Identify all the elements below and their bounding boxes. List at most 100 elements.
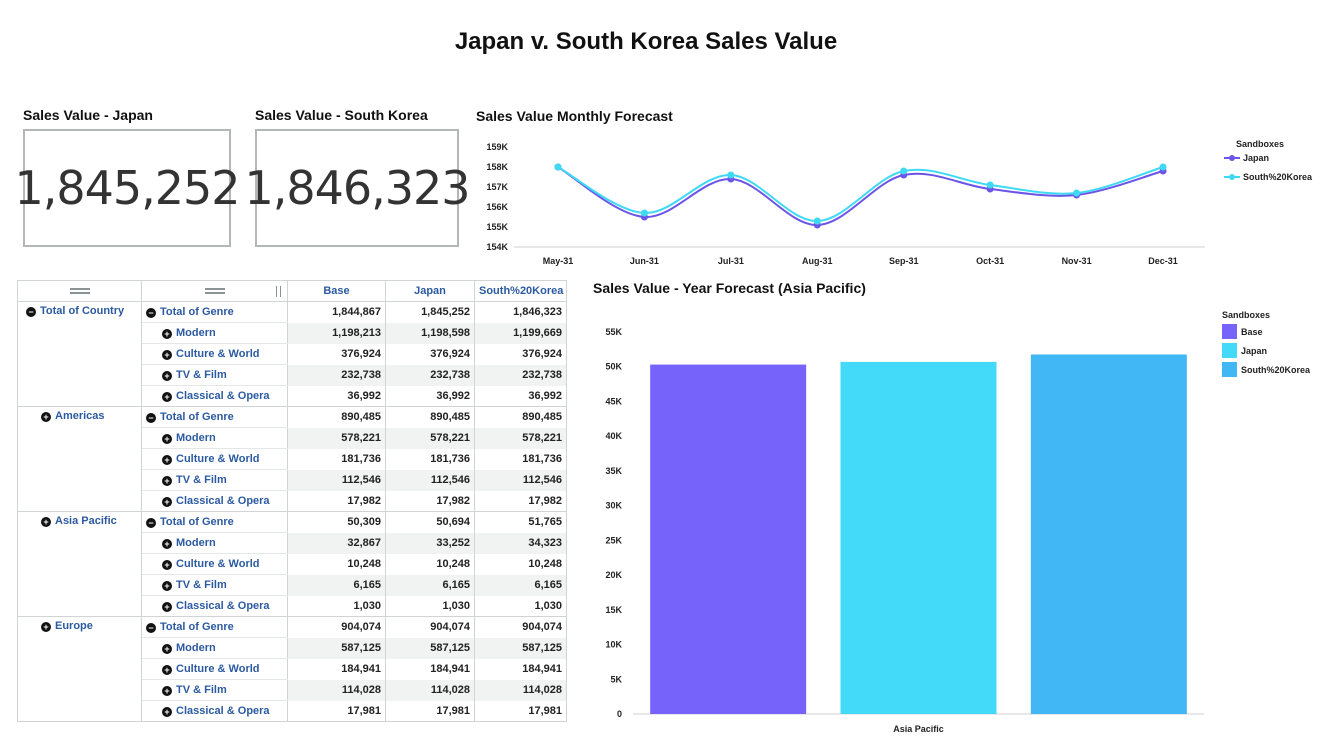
y-tick-label: 5K [610,674,622,684]
south-korea-column-header[interactable]: South%20Korea [474,280,567,302]
expand-icon[interactable]: + [162,581,172,591]
genre-row-header[interactable]: + Classical & Opera [141,385,288,407]
country-column-header[interactable] [17,280,142,302]
collapse-icon[interactable]: − [26,307,36,317]
line-chart[interactable]: 154K 155K 156K 157K 158K 159K May-31 Jun-31 Jul-… [470,130,1330,270]
genre-row-header[interactable]: − Total of Genre [141,511,288,533]
genre-row-header[interactable]: − Total of Genre [141,406,288,428]
data-point [1159,163,1167,171]
expand-icon[interactable]: + [162,539,172,549]
genre-label: Modern [176,642,216,654]
expand-icon[interactable]: + [41,517,51,527]
collapse-icon[interactable]: − [146,413,156,423]
table-cell: 17,981 [474,700,567,722]
bar-chart[interactable]: 0 5K 10K 15K 20K 25K 30K 35K 40K 45K 50K 55K Asia Pa… [590,300,1330,740]
genre-row-header[interactable]: − Total of Genre [141,616,288,638]
expand-icon[interactable]: + [162,602,172,612]
table-cell: 587,125 [474,637,567,659]
expand-icon[interactable]: + [162,329,172,339]
base-column-header[interactable]: Base [287,280,386,302]
genre-label: Culture & World [176,663,260,675]
column-resize-icon[interactable] [276,286,281,297]
genre-row-header[interactable]: + Culture & World [141,448,288,470]
genre-label: Culture & World [176,453,260,465]
table-cell: 232,738 [287,364,386,386]
kpi-south-korea-card[interactable]: 1,846,323 [244,129,471,247]
genre-label: Culture & World [176,348,260,360]
genre-row-header[interactable]: + Culture & World [141,658,288,680]
table-cell: 181,736 [287,448,386,470]
expand-icon[interactable]: + [162,476,172,486]
expand-icon[interactable]: + [41,622,51,632]
expand-icon[interactable]: + [162,371,172,381]
x-tick-label: Oct-31 [976,256,1004,266]
table-cell: 587,125 [287,637,386,659]
legend-item-label: South%20Korea [1243,172,1313,182]
drag-handle-icon[interactable] [69,288,90,295]
table-row: + Classical & Opera 17,981 17,981 17,981 [18,700,567,722]
x-tick-label: Nov-31 [1062,256,1092,266]
table-cell: 17,982 [287,490,386,512]
pivot-table: Base Japan South%20Korea − Total of Count… [17,280,567,722]
genre-row-header[interactable]: + Culture & World [141,553,288,575]
genre-row-header[interactable]: + Modern [141,322,288,344]
y-tick-label: 15K [605,605,622,615]
genre-row-header[interactable]: + Modern [141,532,288,554]
y-tick-label: 45K [605,396,622,406]
expand-icon[interactable]: + [41,412,51,422]
expand-icon[interactable]: + [162,392,172,402]
table-row: + Europe − Total of Genre 904,074 904,074 904,… [17,616,567,722]
genre-row-header[interactable]: + Modern [141,427,288,449]
expand-icon[interactable]: + [162,644,172,654]
x-tick-label: Dec-31 [1148,256,1178,266]
table-cell: 904,074 [385,616,475,638]
genre-column-header[interactable] [141,280,288,302]
table-cell: 904,074 [474,616,567,638]
table-cell: 17,981 [385,700,475,722]
country-row-header[interactable]: + Asia Pacific [17,511,142,617]
genre-row-header[interactable]: + Modern [141,637,288,659]
genre-row-header[interactable]: + Classical & Opera [141,490,288,512]
expand-icon[interactable]: + [162,455,172,465]
collapse-icon[interactable]: − [146,308,156,318]
expand-icon[interactable]: + [162,707,172,717]
genre-row-header[interactable]: + TV & Film [141,679,288,701]
collapse-icon[interactable]: − [146,623,156,633]
legend-item-label: Japan [1241,346,1267,356]
genre-row-header[interactable]: + TV & Film [141,469,288,491]
genre-row-header[interactable]: + TV & Film [141,364,288,386]
kpi-japan-card[interactable]: 1,845,252 [14,129,241,247]
genre-row-header[interactable]: + Classical & Opera [141,700,288,722]
country-row-header[interactable]: + Americas [17,406,142,512]
table-cell: 50,309 [287,511,386,533]
data-point [640,209,648,217]
country-label: Europe [55,620,93,632]
genre-row-header[interactable]: + TV & Film [141,574,288,596]
expand-icon[interactable]: + [162,665,172,675]
country-row-header[interactable]: − Total of Country [17,301,142,407]
data-point [900,167,908,175]
country-label: Total of Country [40,305,125,317]
table-cell: 10,248 [287,553,386,575]
legend-title: Sandboxes [1236,139,1284,149]
table-cell: 114,028 [385,679,475,701]
x-tick-label: May-31 [543,256,574,266]
japan-column-header[interactable]: Japan [385,280,475,302]
expand-icon[interactable]: + [162,497,172,507]
expand-icon[interactable]: + [162,686,172,696]
y-tick-label: 10K [605,640,622,650]
expand-icon[interactable]: + [162,434,172,444]
legend-marker [1229,155,1235,161]
collapse-icon[interactable]: − [146,518,156,528]
y-tick-label: 0 [617,709,622,719]
country-row-header[interactable]: + Europe [17,616,142,722]
legend-item-label: Japan [1243,153,1269,163]
expand-icon[interactable]: + [162,350,172,360]
genre-row-header[interactable]: + Classical & Opera [141,595,288,617]
table-cell: 114,028 [287,679,386,701]
data-point [554,163,562,171]
genre-row-header[interactable]: − Total of Genre [141,301,288,323]
drag-handle-icon[interactable] [204,288,225,295]
genre-row-header[interactable]: + Culture & World [141,343,288,365]
expand-icon[interactable]: + [162,560,172,570]
